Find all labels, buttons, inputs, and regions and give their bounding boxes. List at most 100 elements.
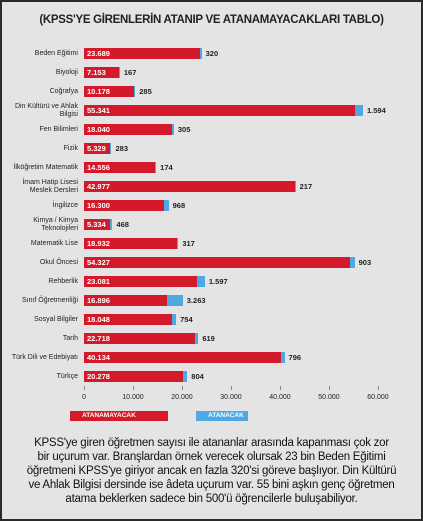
value-label: 903 bbox=[358, 258, 372, 267]
category-label: Beden Eğitimi bbox=[34, 49, 78, 57]
value-label: 468 bbox=[116, 220, 129, 229]
bar bbox=[155, 162, 157, 173]
caption-line: ve Ahlak Bilgisi dersinde ise âdeta uçur… bbox=[28, 479, 395, 491]
chart-title: (KPSS'YE GİRENLERİN ATANIP VE ATANAMAYAC… bbox=[39, 14, 384, 26]
x-tick-label: 40.000 bbox=[269, 394, 291, 401]
bar bbox=[84, 219, 111, 230]
value-label: 54.327 bbox=[87, 258, 110, 267]
value-label: 305 bbox=[177, 125, 191, 134]
x-tick bbox=[84, 386, 85, 390]
category-label: Sınıf Öğretmenliği bbox=[21, 296, 78, 304]
value-label: 10.178 bbox=[87, 87, 110, 96]
bar bbox=[84, 105, 356, 116]
value-label: 23.689 bbox=[87, 49, 110, 58]
caption-line: atama beklerken sadece bin 500'ü öğrenci… bbox=[65, 493, 358, 505]
bar bbox=[280, 352, 285, 363]
value-label: 55.341 bbox=[87, 106, 110, 115]
caption-line: öğretmeni KPSS'ye giriyor ancak en fazla… bbox=[26, 465, 397, 477]
value-label: 18.932 bbox=[87, 239, 110, 248]
bar bbox=[84, 333, 196, 344]
x-tick-label: 0 bbox=[82, 394, 86, 401]
bar bbox=[84, 238, 177, 249]
value-label: 18.048 bbox=[87, 315, 110, 324]
category-label: İngilizce bbox=[52, 201, 78, 209]
value-label: 217 bbox=[299, 182, 313, 191]
value-label: 320 bbox=[205, 49, 219, 58]
value-label: 7.153 bbox=[87, 68, 106, 77]
bar bbox=[355, 105, 363, 116]
category-label: Din Kültürü ve Ahlak Bilgisi bbox=[14, 103, 78, 118]
category-label: Türkçe bbox=[56, 372, 78, 380]
x-tick bbox=[329, 386, 330, 390]
x-tick-label: 50.000 bbox=[318, 394, 340, 401]
caption-line: KPSS'ye giren öğretmen sayısı ile atanan… bbox=[34, 437, 389, 449]
category-label: Kimya / Kimya Teknolojileri bbox=[33, 217, 78, 232]
value-label: 22.718 bbox=[87, 334, 110, 343]
bar bbox=[294, 181, 296, 192]
value-label: 42.977 bbox=[87, 182, 110, 191]
legend-item: ATANAMAYACAK bbox=[70, 411, 168, 421]
category-label: Fizik bbox=[63, 144, 78, 152]
value-label: 23.081 bbox=[87, 277, 110, 286]
legend-text: ATANAMAYACAK bbox=[82, 412, 136, 419]
bar bbox=[200, 48, 202, 59]
value-label: 1.597 bbox=[208, 277, 228, 286]
value-label: 14.556 bbox=[87, 163, 110, 172]
bar bbox=[84, 352, 281, 363]
bar bbox=[84, 371, 184, 382]
bar bbox=[110, 143, 112, 154]
bar bbox=[84, 162, 156, 173]
value-label: 16.300 bbox=[87, 201, 110, 210]
bar bbox=[110, 219, 113, 230]
value-label: 1.594 bbox=[366, 106, 386, 115]
bar bbox=[166, 295, 183, 306]
bar bbox=[133, 86, 136, 97]
value-label: 167 bbox=[123, 68, 137, 77]
bar bbox=[84, 181, 295, 192]
category-label: Coğrafya bbox=[49, 87, 78, 95]
category-label: Türk Dili ve Edebiyatı bbox=[11, 353, 78, 361]
bar bbox=[84, 124, 173, 135]
bar bbox=[84, 86, 134, 97]
category-label: Matematik Lise bbox=[30, 239, 78, 247]
value-label: 174 bbox=[160, 163, 173, 172]
x-tick-label: 60.000 bbox=[367, 394, 389, 401]
category-label: Fen Bilimleri bbox=[39, 125, 78, 133]
x-tick-label: 30.000 bbox=[220, 394, 242, 401]
x-tick-label: 10.000 bbox=[122, 394, 144, 401]
category-label: Sosyal Bilgiler bbox=[34, 315, 78, 323]
bar bbox=[172, 124, 174, 135]
category-label: Tarih bbox=[62, 334, 78, 342]
bar bbox=[172, 314, 177, 325]
bar bbox=[350, 257, 355, 268]
value-label: 5.334 bbox=[87, 220, 106, 229]
value-label: 968 bbox=[172, 201, 186, 210]
x-tick-label: 20.000 bbox=[171, 394, 193, 401]
bar bbox=[84, 295, 167, 306]
value-label: 16.896 bbox=[87, 296, 110, 305]
value-label: 20.278 bbox=[87, 372, 110, 381]
x-tick bbox=[182, 386, 183, 390]
value-label: 5.329 bbox=[87, 144, 106, 153]
category-label: Biyoloji bbox=[55, 68, 78, 76]
bar bbox=[119, 67, 120, 78]
x-tick bbox=[231, 386, 232, 390]
bar bbox=[195, 333, 199, 344]
category-label: Rehberlik bbox=[48, 277, 78, 285]
category-label: İlköğretim Matematik bbox=[13, 163, 78, 171]
category-label: Okul Öncesi bbox=[39, 258, 78, 266]
value-label: 285 bbox=[139, 87, 152, 96]
value-label: 283 bbox=[115, 144, 128, 153]
value-label: 40.134 bbox=[87, 353, 110, 362]
bar bbox=[84, 276, 198, 287]
value-label: 754 bbox=[180, 315, 193, 324]
bar bbox=[84, 314, 173, 325]
value-label: 317 bbox=[182, 239, 195, 248]
bar bbox=[84, 143, 111, 154]
bar bbox=[176, 238, 179, 249]
legend-item: ATANACAK bbox=[196, 411, 248, 421]
bar bbox=[84, 48, 201, 59]
legend-text: ATANACAK bbox=[208, 412, 244, 419]
value-label: 619 bbox=[202, 334, 215, 343]
